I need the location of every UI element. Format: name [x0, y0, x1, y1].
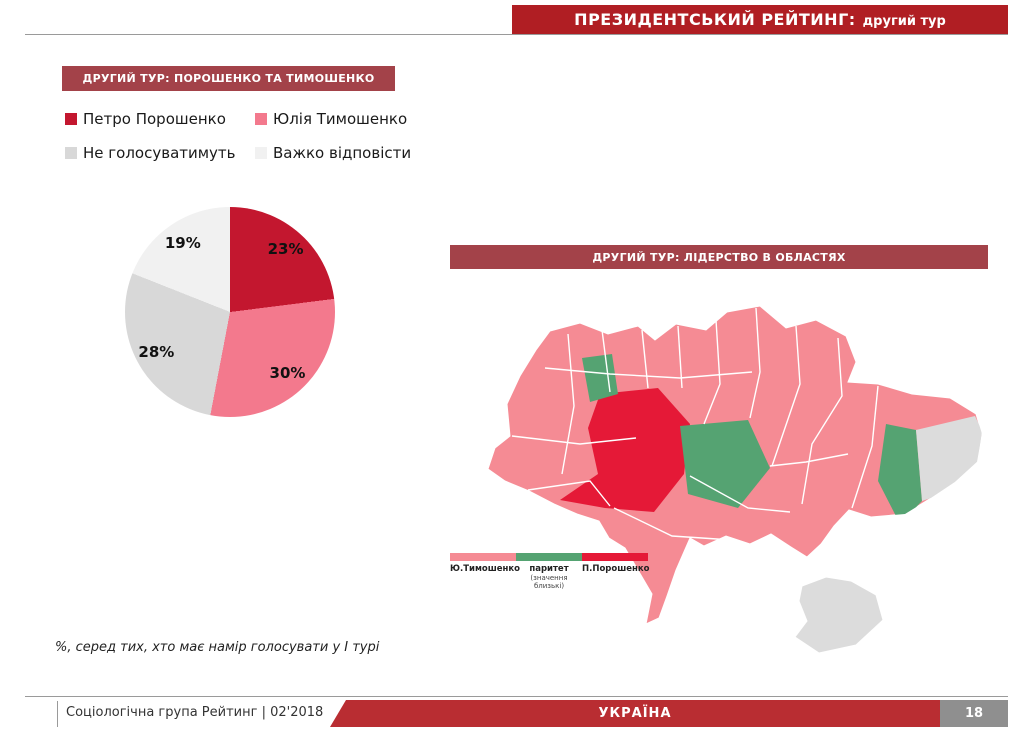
slide-header: ПРЕЗИДЕНТСЬКИЙ РЕЙТИНГ: другий тур	[512, 5, 1008, 34]
poroshenko-swatch	[65, 113, 77, 125]
page-number: 18	[940, 700, 1008, 727]
map-section-title: ДРУГИЙ ТУР: ЛІДЕРСТВО В ОБЛАСТЯХ	[450, 245, 988, 269]
map-region-poroshenko-cluster	[560, 388, 690, 512]
legend-label: Важко відповісти	[273, 144, 412, 162]
ukraine-map	[450, 276, 1010, 681]
header-subtitle: другий тур	[862, 14, 946, 29]
legend-item-tymoshenko: Юлія Тимошенко	[255, 110, 430, 128]
pie-value-label: 19%	[164, 233, 201, 252]
footer-source: Соціологічна група Рейтинг | 02'2018	[66, 705, 324, 720]
legend-item-wont-vote: Не голосуватимуть	[65, 144, 255, 162]
map-region-crimea	[794, 576, 884, 654]
pie-value-label: 23%	[267, 239, 304, 258]
header-title: ПРЕЗИДЕНТСЬКИЙ РЕЙТИНГ:	[574, 10, 856, 29]
chart-footnote: %, серед тих, хто має намір голосувати у…	[55, 640, 380, 655]
map-region-parity-west	[582, 354, 618, 402]
tymoshenko-swatch	[255, 113, 267, 125]
map-legend: Ю.Тимошенко паритет (значення близькі) П…	[450, 553, 650, 590]
poroshenko-color-bar	[582, 553, 648, 561]
map-legend-label: паритет	[529, 564, 569, 574]
wont-vote-swatch	[65, 147, 77, 159]
pie-legend: Петро Порошенко Юлія Тимошенко Не голосу…	[65, 110, 430, 162]
map-legend-item-poroshenko: П.Порошенко	[582, 553, 650, 590]
map-legend-label: Ю.Тимошенко	[450, 564, 521, 574]
legend-item-poroshenko: Петро Порошенко	[65, 110, 255, 128]
footer-country-bar: УКРАЇНА	[330, 700, 940, 727]
map-legend-item-parity: паритет (значення близькі)	[516, 553, 582, 590]
map-legend-sublabel: (значення близькі)	[530, 574, 568, 591]
ukraine-map-svg	[487, 305, 983, 654]
map-region-parity-center	[680, 420, 770, 508]
hard-to-answer-swatch	[255, 147, 267, 159]
map-region-parity-east	[878, 424, 922, 524]
footer-divider-line	[57, 701, 58, 727]
oblast-borders	[511, 307, 879, 541]
legend-item-hard-to-answer: Важко відповісти	[255, 144, 430, 162]
parity-color-bar	[516, 553, 582, 561]
pie-section-title: ДРУГИЙ ТУР: ПОРОШЕНКО ТА ТИМОШЕНКО	[62, 66, 395, 91]
pie-circle	[125, 207, 335, 417]
tymoshenko-color-bar	[450, 553, 516, 561]
legend-label: Петро Порошенко	[83, 110, 226, 128]
map-region-nodata-east	[916, 416, 982, 501]
legend-label: Юлія Тимошенко	[273, 110, 408, 128]
bottom-divider	[25, 696, 1008, 697]
legend-label: Не голосуватимуть	[83, 144, 236, 162]
map-legend-label: П.Порошенко	[582, 564, 650, 574]
pie-value-label: 30%	[269, 364, 306, 383]
pie-chart: 23% 30% 28% 19%	[125, 207, 335, 417]
top-divider	[25, 34, 1008, 35]
pie-value-label: 28%	[138, 343, 175, 362]
map-legend-item-tymoshenko: Ю.Тимошенко	[450, 553, 521, 590]
